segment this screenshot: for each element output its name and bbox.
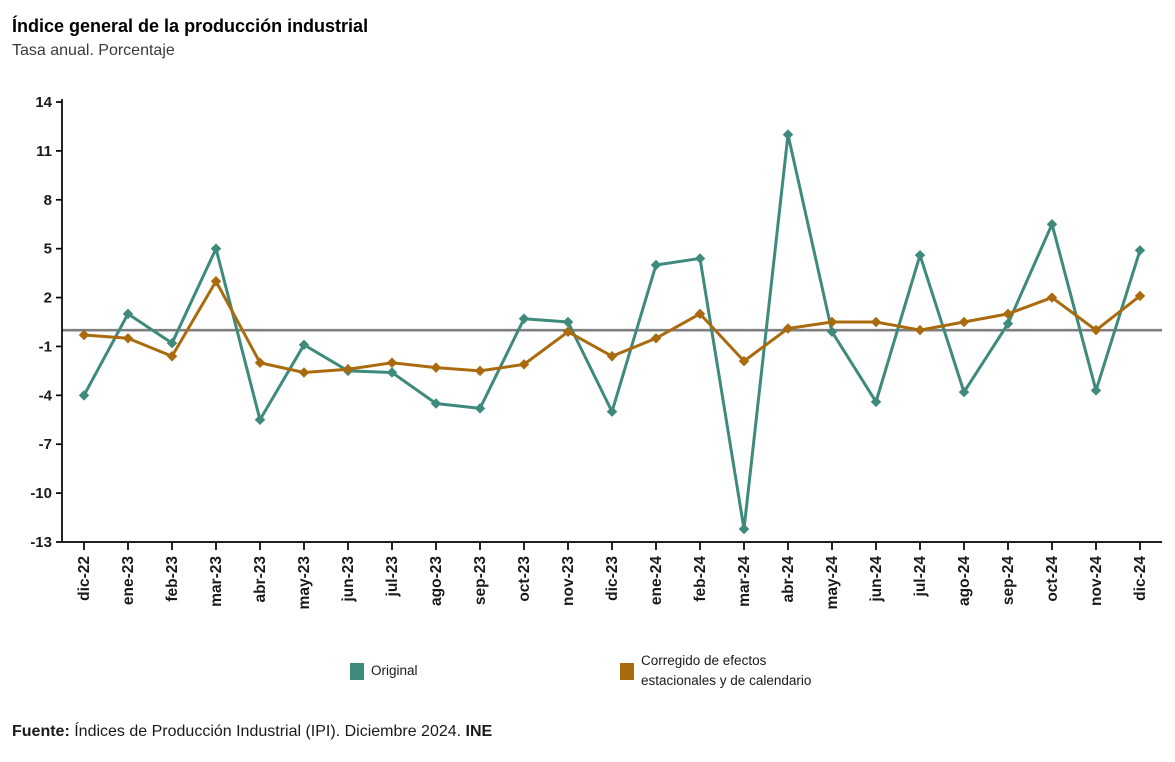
y-tick-label: 5 [44, 241, 52, 258]
x-tick-label: ene-23 [120, 556, 137, 605]
legend-swatch-original [350, 662, 364, 680]
data-point [914, 249, 926, 261]
line-chart: 14 11 8 5 2 -1 -4 -7 -10 -13 dic-22 ene-23 feb-23 mar… [12, 90, 1175, 643]
x-tick-label: ago-23 [428, 556, 445, 606]
chart-canvas: 14 11 8 5 2 -1 -4 -7 -10 -13 dic-22 ene-23 feb-23 mar… [30, 94, 1162, 610]
x-tick-label: dic-24 [1132, 556, 1149, 601]
data-point [1134, 290, 1146, 302]
x-tick-label: mar-24 [736, 556, 753, 607]
x-tick-label: dic-23 [604, 556, 621, 601]
x-tick-label: mar-23 [208, 556, 225, 607]
x-tick-label: jul-23 [384, 556, 401, 598]
data-point [738, 355, 750, 367]
y-tick-label: 14 [35, 94, 52, 111]
data-point [1090, 324, 1102, 336]
data-point [782, 129, 794, 140]
legend-label-corrected: Corregido de efectos estacionales y de c… [641, 651, 811, 692]
y-tick-label: -1 [39, 338, 52, 355]
data-point [1090, 385, 1102, 396]
data-point [474, 365, 486, 377]
y-tick-label: 2 [44, 290, 52, 307]
x-tick-label: may-24 [824, 556, 841, 610]
x-tick-label: abr-23 [252, 556, 269, 603]
data-point [254, 414, 266, 426]
data-point [650, 259, 662, 271]
x-tick-label: abr-24 [780, 556, 797, 603]
x-tick-label: ene-24 [648, 556, 665, 605]
data-point [386, 367, 398, 378]
legend-label-corrected-line2: estacionales y de calendario [641, 673, 812, 689]
x-tick-label: sep-24 [1000, 556, 1017, 605]
data-point [298, 339, 310, 351]
x-tick-label: jun-23 [340, 556, 357, 603]
legend-item-corrected: Corregido de efectos estacionales y de c… [620, 651, 811, 692]
data-point [1046, 218, 1058, 230]
data-point [958, 316, 970, 328]
x-tick-label: oct-24 [1044, 556, 1061, 602]
data-point [518, 313, 530, 324]
data-point [122, 308, 134, 320]
data-point [430, 362, 442, 373]
data-point [1046, 292, 1058, 303]
chart-title: Índice general de la producción industri… [12, 16, 369, 36]
data-point [342, 364, 354, 375]
data-point [78, 329, 90, 341]
legend-swatch-corrected [620, 662, 634, 680]
source-text: Índices de Producción Industrial (IPI). … [74, 723, 462, 740]
data-point [782, 323, 794, 334]
y-tick-label: -13 [30, 534, 52, 551]
x-tick-label: nov-24 [1088, 556, 1105, 606]
data-point [870, 316, 882, 328]
x-tick-label: oct-23 [516, 556, 533, 602]
y-tick-label: -7 [39, 436, 52, 453]
x-tick-label: dic-22 [76, 556, 93, 601]
legend-item-original: Original [350, 661, 418, 681]
x-tick-label: feb-23 [164, 556, 181, 602]
source-org: INE [465, 723, 493, 740]
data-point [122, 333, 134, 344]
data-point [562, 316, 574, 328]
data-point [606, 350, 618, 362]
source-label: Fuente: [12, 723, 70, 740]
chart-legend: Original Corregido de efectos estacional… [12, 645, 1175, 699]
data-point [210, 243, 222, 254]
x-tick-label: ago-24 [956, 556, 973, 606]
data-point [474, 403, 486, 414]
data-point [386, 357, 398, 368]
y-tick-label: -10 [30, 485, 52, 502]
data-point [430, 398, 442, 409]
x-tick-label: sep-23 [472, 556, 489, 605]
y-tick-label: 11 [36, 143, 52, 160]
x-tick-label: may-23 [296, 556, 313, 610]
x-tick-label: jul-24 [912, 556, 929, 598]
y-tick-label: -4 [39, 387, 53, 404]
data-point [210, 276, 222, 287]
legend-label-corrected-line1: Corregido de efectos [641, 653, 767, 668]
chart-subtitle: Tasa anual. Porcentaje [12, 42, 175, 59]
data-point [298, 367, 310, 378]
data-point [606, 406, 618, 417]
source-note: Fuente: Índices de Producción Industrial… [12, 723, 1175, 741]
data-point [694, 253, 706, 264]
legend-label-original: Original [371, 663, 418, 678]
x-tick-label: jun-24 [868, 556, 885, 603]
x-tick-label: nov-23 [560, 556, 577, 606]
x-tick-label: feb-24 [692, 556, 709, 602]
data-point [1134, 245, 1146, 256]
y-tick-label: 8 [44, 192, 52, 209]
data-point [738, 523, 750, 535]
data-point [914, 324, 926, 336]
